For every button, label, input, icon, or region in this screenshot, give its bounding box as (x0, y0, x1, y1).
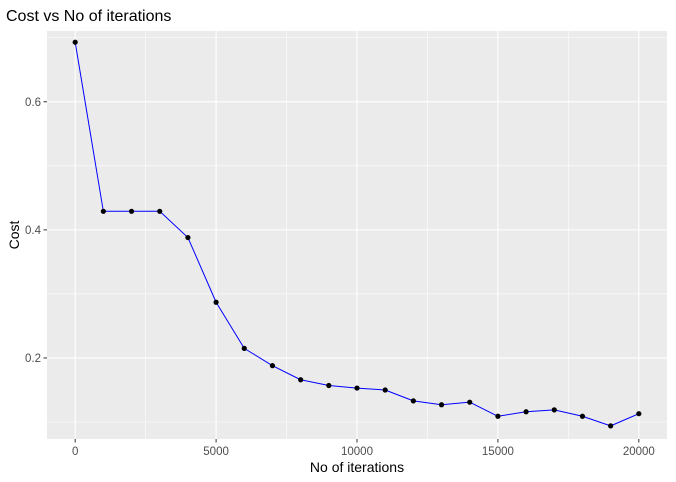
data-point (213, 299, 219, 305)
data-point (326, 382, 332, 389)
data-point (354, 385, 360, 391)
chart-title: Cost vs No of iterations (6, 8, 171, 25)
major-gridlines (47, 31, 667, 439)
data-point (438, 402, 445, 408)
data-point (269, 363, 276, 369)
y-tick-label: 0.4 (25, 225, 42, 237)
series-layer (72, 39, 642, 429)
data-point (495, 413, 501, 419)
data-point (636, 411, 642, 417)
y-axis-title: Cost (6, 221, 22, 250)
y-tick-label: 0.2 (25, 353, 41, 365)
data-point (579, 413, 586, 419)
x-tick-label: 15000 (482, 446, 514, 458)
x-axis-title: No of iterations (310, 459, 404, 475)
y-tick-label: 0.6 (25, 97, 41, 109)
x-tick-label: 0 (72, 446, 78, 458)
data-point (241, 345, 247, 351)
x-tick-label: 5000 (203, 446, 229, 458)
data-point (410, 398, 416, 404)
data-point (72, 39, 78, 45)
data-point (128, 208, 135, 214)
x-tick-label: 10000 (341, 446, 373, 458)
data-point (298, 377, 304, 383)
x-axis: 0 5000 10000 15000 20000 (72, 439, 655, 458)
data-point (551, 407, 557, 413)
data-point (467, 399, 473, 405)
data-point (523, 409, 529, 415)
data-point (382, 387, 388, 393)
x-tick-label: 20000 (623, 446, 655, 458)
data-point (608, 423, 614, 429)
data-point (185, 234, 191, 241)
data-point (100, 208, 106, 214)
y-axis: 0.2 0.4 0.6 (25, 97, 47, 365)
data-point (157, 208, 163, 214)
